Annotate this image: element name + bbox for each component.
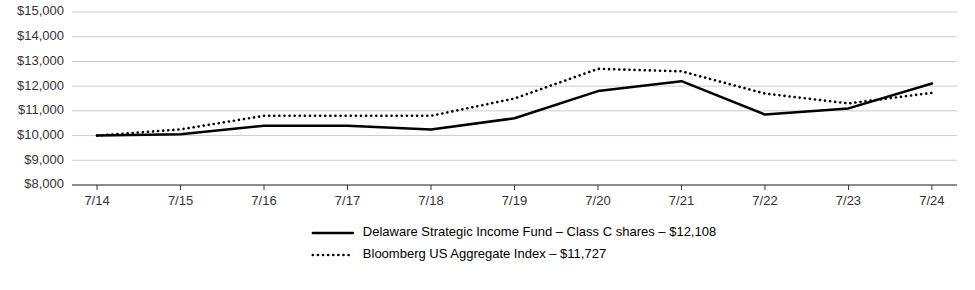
legend-swatch — [313, 254, 353, 257]
y-axis: $8,000 $9,000 $10,000 $11,000 $12,000 $13,000… — [17, 3, 64, 191]
grid-line — [72, 86, 957, 87]
x-tick — [514, 185, 515, 190]
x-axis: 7/14 7/15 7/16 7/17 7/18 7/19 7/20 7/21 7/22 7/23… — [72, 185, 957, 208]
x-tick — [681, 185, 682, 190]
y-tick-label: $9,000 — [24, 152, 64, 167]
grid-line — [72, 61, 957, 62]
x-tick-label: 7/17 — [335, 193, 360, 208]
y-tick-label: $10,000 — [17, 127, 64, 142]
grid-line — [72, 12, 957, 13]
x-tick — [97, 185, 98, 190]
x-tick-label: 7/15 — [168, 193, 193, 208]
legend-item: Delaware Strategic Income Fund – Class C… — [313, 224, 716, 239]
legend-label: Bloomberg US Aggregate Index – $11,727 — [363, 246, 606, 261]
x-tick-label: 7/24 — [919, 193, 944, 208]
lines — [97, 69, 932, 136]
chart: $8,000 $9,000 $10,000 $11,000 $12,000 $13,000… — [0, 0, 975, 290]
x-tick-label: 7/18 — [418, 193, 443, 208]
x-tick — [180, 185, 181, 190]
grid-line — [72, 36, 957, 37]
x-tick — [848, 185, 849, 190]
x-tick — [264, 185, 265, 190]
x-tick-label: 7/21 — [669, 193, 694, 208]
y-tick-label: $12,000 — [17, 78, 64, 93]
y-tick-label: $15,000 — [17, 3, 64, 18]
x-tick-label: 7/14 — [84, 193, 109, 208]
x-tick — [764, 185, 765, 190]
series-line — [97, 69, 932, 136]
legend-swatch — [313, 232, 353, 235]
grid-line — [72, 160, 957, 161]
x-tick — [347, 185, 348, 190]
legend: Delaware Strategic Income Fund – Class C… — [313, 224, 716, 261]
y-tick-label: $8,000 — [24, 176, 64, 191]
grid-line — [72, 135, 957, 136]
x-tick-label: 7/20 — [585, 193, 610, 208]
grid — [72, 12, 957, 185]
x-tick — [931, 185, 932, 190]
legend-item: Bloomberg US Aggregate Index – $11,727 — [313, 246, 606, 261]
y-tick-label: $11,000 — [18, 102, 64, 117]
x-tick — [597, 185, 598, 190]
x-tick-label: 7/19 — [502, 193, 527, 208]
x-tick-label: 7/16 — [251, 193, 276, 208]
y-tick-label: $14,000 — [17, 28, 64, 43]
x-tick-label: 7/22 — [752, 193, 777, 208]
series-line — [97, 81, 932, 135]
legend-label: Delaware Strategic Income Fund – Class C… — [363, 224, 716, 239]
x-tick — [431, 185, 432, 190]
y-tick-label: $13,000 — [17, 53, 64, 68]
x-tick-label: 7/23 — [836, 193, 861, 208]
